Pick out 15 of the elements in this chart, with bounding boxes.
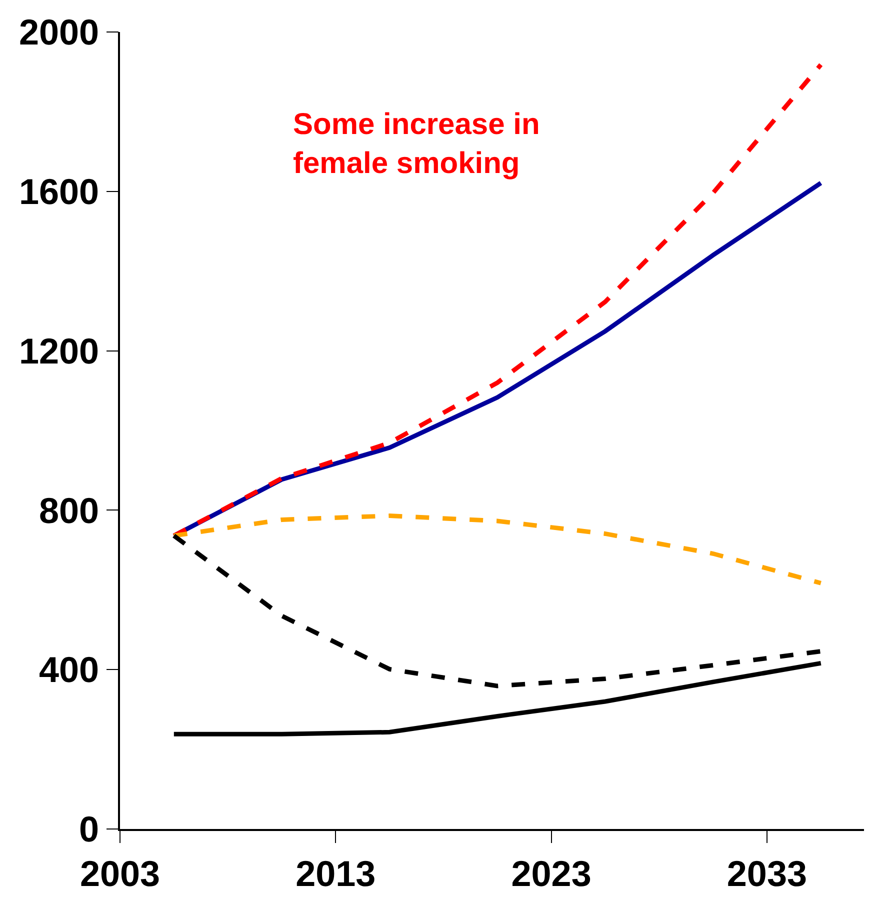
y-tick-label: 1200 — [18, 330, 100, 372]
x-tick-label: 2013 — [296, 852, 376, 894]
y-tick-label: 1600 — [18, 171, 100, 212]
line-series — [172, 62, 824, 538]
y-tick-label: 800 — [38, 490, 100, 531]
y-tick-label: 0 — [79, 808, 100, 850]
annotation: Some increase in female smoking — [293, 108, 540, 180]
y-tick-label: 400 — [38, 649, 100, 690]
y-tick-label: 2000 — [18, 12, 100, 53]
line-series — [172, 660, 824, 736]
x-tick-label: 2003 — [80, 852, 160, 894]
line-series — [172, 514, 824, 586]
x-tick-label: 2023 — [511, 852, 592, 894]
x-tick-label: 2033 — [726, 852, 808, 894]
line-series — [172, 533, 824, 688]
